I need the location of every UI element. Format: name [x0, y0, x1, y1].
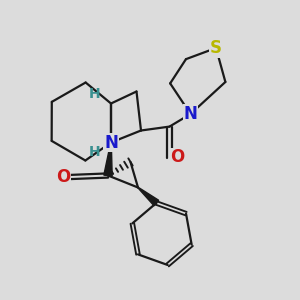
Text: H: H [89, 88, 100, 101]
Polygon shape [138, 187, 159, 206]
Text: H: H [89, 145, 100, 158]
Text: N: N [104, 134, 118, 152]
Text: S: S [210, 39, 222, 57]
Polygon shape [104, 142, 112, 176]
Text: O: O [56, 168, 70, 186]
Text: O: O [170, 148, 184, 166]
Text: N: N [184, 105, 197, 123]
